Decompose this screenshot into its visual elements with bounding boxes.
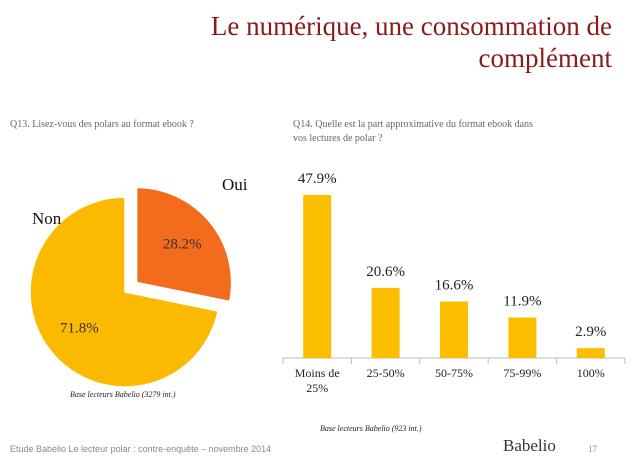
chart-note: Base lecteurs Babelio (923 int.) <box>320 424 422 433</box>
value-label: 16.6% <box>435 278 474 294</box>
category-label: Oui <box>222 175 248 194</box>
value-label: 71.8% <box>60 321 99 337</box>
x-tick-label: 25-50% <box>366 366 405 380</box>
value-label: 20.6% <box>366 264 405 280</box>
value-label: 2.9% <box>575 324 606 340</box>
category-label: Non <box>32 209 62 228</box>
bar <box>440 301 468 358</box>
footer: Etude Babelio Le lecteur polar : contre-… <box>10 444 272 454</box>
x-tick-label: 75-99% <box>503 366 542 380</box>
chart-title: Q13. Lisez-vous des polars au format ebo… <box>10 119 194 130</box>
bar <box>508 317 537 358</box>
bar <box>371 287 400 358</box>
x-tick-label: 50-75% <box>435 366 473 380</box>
chart-title: Q14. Quelle est la part approximative du… <box>293 119 533 144</box>
chart-note: Base lecteurs Babelio (3279 int.) <box>70 390 176 399</box>
page-number: 17 <box>588 444 597 454</box>
bar <box>576 348 605 358</box>
x-tick-label: 100% <box>576 366 605 380</box>
bar <box>303 195 332 358</box>
value-label: 28.2% <box>163 237 202 253</box>
logo: Babelio <box>503 436 556 455</box>
pie-slice <box>135 186 233 303</box>
slide-title: Le numérique, une consommation de complé… <box>210 11 612 73</box>
pie-slice <box>29 196 219 388</box>
value-label: 11.9% <box>503 294 541 310</box>
x-tick-label: Moins de 25% <box>294 366 340 395</box>
value-label: 47.9% <box>298 171 337 187</box>
